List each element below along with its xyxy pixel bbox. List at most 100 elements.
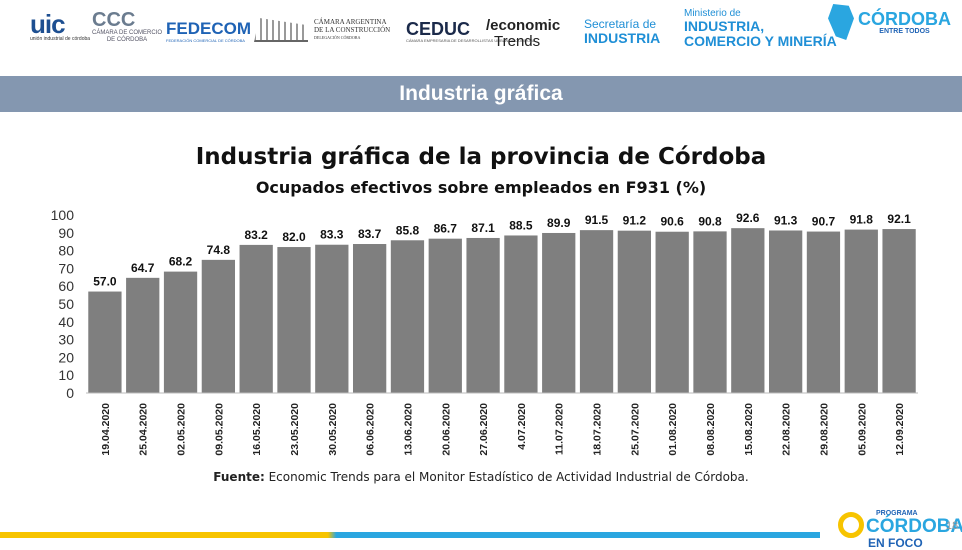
ministerio-line-2: INDUSTRIA,	[684, 18, 765, 34]
logo-strip: uic unión industrial de córdoba CCC CÁMA…	[0, 0, 962, 68]
x-tick-label: 01.08.2020	[667, 403, 679, 456]
bar	[315, 244, 349, 393]
economic-trends-line-1: /economic	[486, 17, 561, 34]
bar	[277, 247, 311, 393]
data-label: 90.6	[661, 215, 685, 229]
data-label: 90.7	[812, 215, 836, 229]
bar	[844, 229, 878, 393]
bar	[768, 230, 803, 393]
x-tick-label: 4.07.2020	[516, 403, 528, 450]
bar	[126, 277, 160, 393]
ministerio-line-3: COMERCIO Y MINERÍA	[684, 33, 837, 49]
uic-logo-subtext: unión industrial de córdoba	[30, 36, 91, 42]
banner-title: Industria gráfica	[399, 82, 563, 105]
data-label: 64.7	[131, 261, 155, 275]
x-tick-label: 27.06.2020	[478, 403, 490, 456]
data-label: 92.1	[887, 212, 911, 226]
camara-line-3: DELEGACIÓN CÓRDOBA	[314, 35, 361, 40]
bar	[163, 271, 198, 393]
data-label: 85.8	[396, 223, 420, 237]
bar	[806, 231, 841, 393]
program-line-2: CÓRDOBA	[866, 516, 962, 537]
y-tick-label: 10	[58, 367, 74, 383]
bar	[466, 237, 500, 393]
data-label: 91.2	[623, 214, 647, 228]
x-tick-label: 16.05.2020	[251, 403, 263, 456]
data-label: 86.7	[434, 222, 458, 236]
bar-chart: 010203040506070809010057.019.04.202064.7…	[51, 207, 918, 456]
data-label: 83.7	[358, 227, 382, 241]
fedecom-logo-text: FEDECOM	[166, 19, 251, 38]
x-tick-label: 12.09.2020	[894, 403, 906, 456]
ccc-logo-subtext-2: DE CÓRDOBA	[106, 37, 148, 43]
bar	[655, 231, 689, 393]
bar	[579, 230, 614, 393]
x-tick-label: 29.08.2020	[818, 403, 830, 456]
ccc-logo-text: CCC	[92, 9, 136, 31]
cordoba-entre-todos-logo: CÓRDOBA ENTRE TODOS	[828, 4, 951, 40]
y-tick-label: 60	[58, 278, 74, 294]
uic-logo-text: uic	[30, 9, 66, 39]
y-tick-label: 30	[58, 332, 74, 348]
x-tick-label: 25.07.2020	[629, 403, 641, 456]
ministerio-logo: Ministerio de INDUSTRIA, COMERCIO Y MINE…	[684, 8, 837, 49]
cordoba-logo-big: CÓRDOBA	[858, 8, 951, 29]
camara-logo-text: CÁMARA ARGENTINA DE LA CONSTRUCCIÓN DELE…	[314, 18, 390, 42]
ceduc-logo-text: CEDUC	[406, 19, 471, 39]
ceduc-logo: CEDUC CÁMARA EMPRESARIA DE DESARROLLISTA…	[406, 20, 536, 43]
ccc-logo: CCC CÁMARA DE COMERCIO DE CÓRDOBA	[92, 10, 162, 44]
bar	[693, 231, 727, 393]
bar	[617, 230, 652, 393]
chart-subtitle: Ocupados efectivos sobre empleados en F9…	[255, 178, 707, 197]
y-tick-label: 90	[58, 225, 74, 241]
bar	[428, 238, 462, 393]
data-label: 90.8	[698, 214, 722, 228]
y-tick-label: 20	[58, 349, 74, 365]
section-banner: Industria gráfica	[0, 76, 962, 112]
x-tick-label: 18.07.2020	[592, 403, 604, 456]
x-tick-label: 13.06.2020	[402, 403, 414, 456]
x-tick-label: 22.08.2020	[781, 403, 793, 456]
data-label: 87.1	[471, 221, 495, 235]
data-label: 91.3	[774, 213, 798, 227]
province-map-icon	[828, 4, 854, 40]
data-label: 89.9	[547, 216, 571, 230]
bar	[504, 235, 538, 393]
y-tick-label: 40	[58, 314, 74, 330]
x-tick-label: 20.06.2020	[440, 403, 452, 456]
x-tick-label: 08.08.2020	[705, 403, 717, 456]
x-tick-label: 09.05.2020	[213, 403, 225, 456]
data-label: 83.3	[320, 228, 344, 242]
source-label: Fuente:	[213, 470, 265, 484]
source-note: Fuente: Economic Trends para el Monitor …	[0, 470, 962, 484]
economic-trends-line-2: Trends	[494, 33, 541, 50]
y-tick-label: 70	[58, 260, 74, 276]
data-label: 57.0	[93, 275, 117, 289]
focus-ring-icon	[838, 512, 864, 538]
page-number: 18	[946, 520, 959, 532]
bar	[731, 228, 765, 393]
x-tick-label: 19.04.2020	[100, 403, 112, 456]
bar	[239, 244, 273, 393]
economic-trends-logo: /economic Trends	[486, 17, 561, 50]
ministerio-line-1: Ministerio de	[684, 8, 741, 19]
program-line-1: PROGRAMA	[876, 510, 918, 517]
bar	[352, 244, 387, 393]
camara-line-2: DE LA CONSTRUCCIÓN	[314, 26, 391, 34]
source-text: Economic Trends para el Monitor Estadíst…	[264, 470, 749, 484]
bar	[390, 240, 425, 393]
x-tick-label: 25.04.2020	[138, 403, 150, 456]
cordoba-logo-small: ENTRE TODOS	[879, 27, 930, 35]
bar	[882, 229, 916, 393]
bar	[201, 259, 236, 393]
y-tick-label: 0	[66, 385, 74, 401]
program-line-3: EN FOCO	[868, 536, 923, 550]
fedecom-logo: FEDECOM FEDERACIÓN COMERCIAL DE CÓRDOBA	[166, 19, 251, 44]
uic-logo: uic unión industrial de córdoba	[30, 9, 91, 42]
ccc-logo-subtext-1: CÁMARA DE COMERCIO	[92, 30, 163, 36]
secretaria-line-2: INDUSTRIA	[584, 30, 661, 46]
x-tick-label: 06.06.2020	[365, 403, 377, 456]
cordoba-logo-text: CÓRDOBA ENTRE TODOS	[858, 10, 951, 35]
secretaria-industria-logo: Secretaría de INDUSTRIA	[584, 18, 660, 46]
x-tick-label: 15.08.2020	[743, 403, 755, 456]
